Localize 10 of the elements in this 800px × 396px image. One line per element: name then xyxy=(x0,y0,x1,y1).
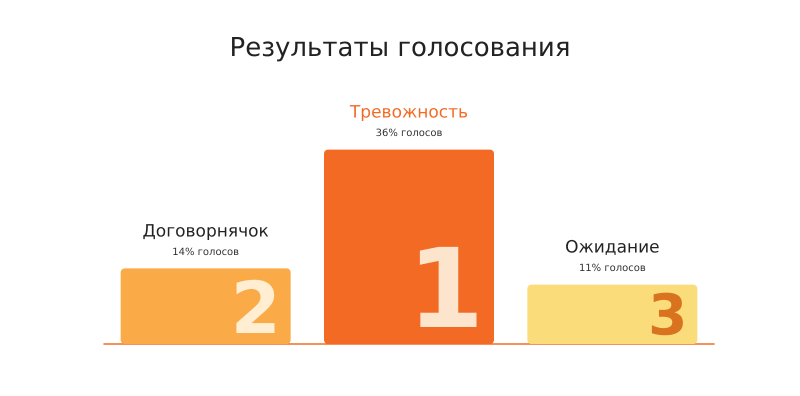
chart-title: Результаты голосования xyxy=(230,33,570,63)
data-label: 14% голосов xyxy=(172,246,240,258)
x-tick-label: Договорнячок xyxy=(142,221,269,242)
x-tick-label: Ожидание xyxy=(565,238,660,258)
annotation: 3 xyxy=(648,284,688,348)
annotation: 1 xyxy=(407,225,484,353)
data-label: 36% голосов xyxy=(376,128,443,140)
x-tick-label: Тревожность xyxy=(348,102,468,123)
data-label: 11% голосов xyxy=(578,263,646,274)
annotation: 2 xyxy=(230,266,281,350)
